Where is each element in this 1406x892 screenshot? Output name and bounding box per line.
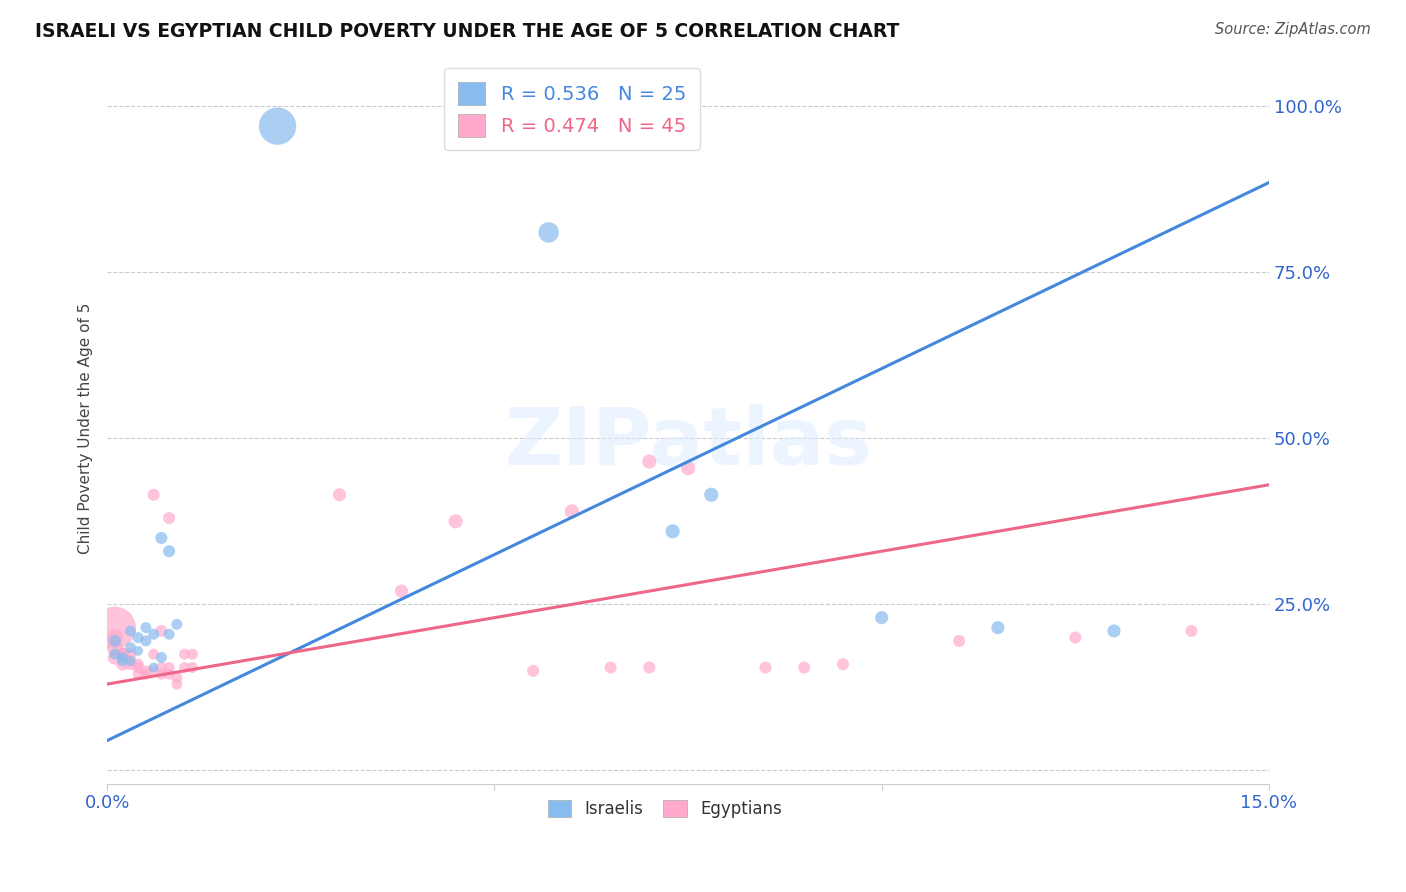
Point	[150, 531, 173, 545]
Y-axis label: Child Poverty Under the Age of 5: Child Poverty Under the Age of 5	[79, 302, 93, 554]
Point	[638, 660, 661, 674]
Point	[948, 634, 970, 648]
Point	[328, 488, 350, 502]
Point	[142, 660, 165, 674]
Point	[104, 647, 127, 661]
Point	[135, 667, 157, 681]
Point	[181, 647, 204, 661]
Point	[157, 660, 180, 674]
Point	[135, 664, 157, 678]
Point	[266, 119, 288, 133]
Point	[111, 654, 134, 668]
Point	[104, 631, 127, 645]
Point	[166, 677, 188, 691]
Point	[127, 667, 149, 681]
Point	[127, 660, 149, 674]
Point	[104, 621, 127, 635]
Point	[127, 644, 149, 658]
Point	[120, 654, 142, 668]
Point	[104, 634, 127, 648]
Point	[127, 657, 149, 672]
Point	[142, 488, 165, 502]
Point	[166, 617, 188, 632]
Point	[638, 454, 661, 468]
Point	[120, 657, 142, 672]
Point	[120, 640, 142, 655]
Point	[391, 584, 413, 599]
Point	[987, 621, 1010, 635]
Point	[1102, 624, 1125, 638]
Point	[1180, 624, 1202, 638]
Point	[120, 647, 142, 661]
Point	[120, 654, 142, 668]
Point	[444, 514, 467, 528]
Point	[104, 650, 127, 665]
Point	[173, 660, 195, 674]
Point	[157, 667, 180, 681]
Point	[676, 461, 699, 475]
Point	[104, 640, 127, 655]
Point	[157, 511, 180, 525]
Point	[150, 667, 173, 681]
Point	[111, 650, 134, 665]
Point	[111, 647, 134, 661]
Point	[173, 647, 195, 661]
Point	[599, 660, 621, 674]
Point	[111, 657, 134, 672]
Point	[135, 634, 157, 648]
Point	[793, 660, 815, 674]
Point	[127, 631, 149, 645]
Point	[661, 524, 683, 539]
Text: Source: ZipAtlas.com: Source: ZipAtlas.com	[1215, 22, 1371, 37]
Point	[181, 660, 204, 674]
Point	[142, 627, 165, 641]
Point	[700, 488, 723, 502]
Point	[166, 670, 188, 684]
Legend: Israelis, Egyptians: Israelis, Egyptians	[541, 794, 789, 825]
Point	[150, 624, 173, 638]
Point	[522, 664, 544, 678]
Point	[537, 226, 560, 240]
Point	[754, 660, 776, 674]
Point	[150, 650, 173, 665]
Text: ZIPatlas: ZIPatlas	[503, 403, 872, 482]
Point	[561, 504, 583, 518]
Point	[1064, 631, 1087, 645]
Point	[135, 621, 157, 635]
Text: ISRAELI VS EGYPTIAN CHILD POVERTY UNDER THE AGE OF 5 CORRELATION CHART: ISRAELI VS EGYPTIAN CHILD POVERTY UNDER …	[35, 22, 900, 41]
Point	[870, 610, 893, 624]
Point	[142, 664, 165, 678]
Point	[157, 544, 180, 558]
Point	[142, 647, 165, 661]
Point	[120, 624, 142, 638]
Point	[157, 627, 180, 641]
Point	[111, 647, 134, 661]
Point	[832, 657, 855, 672]
Point	[150, 660, 173, 674]
